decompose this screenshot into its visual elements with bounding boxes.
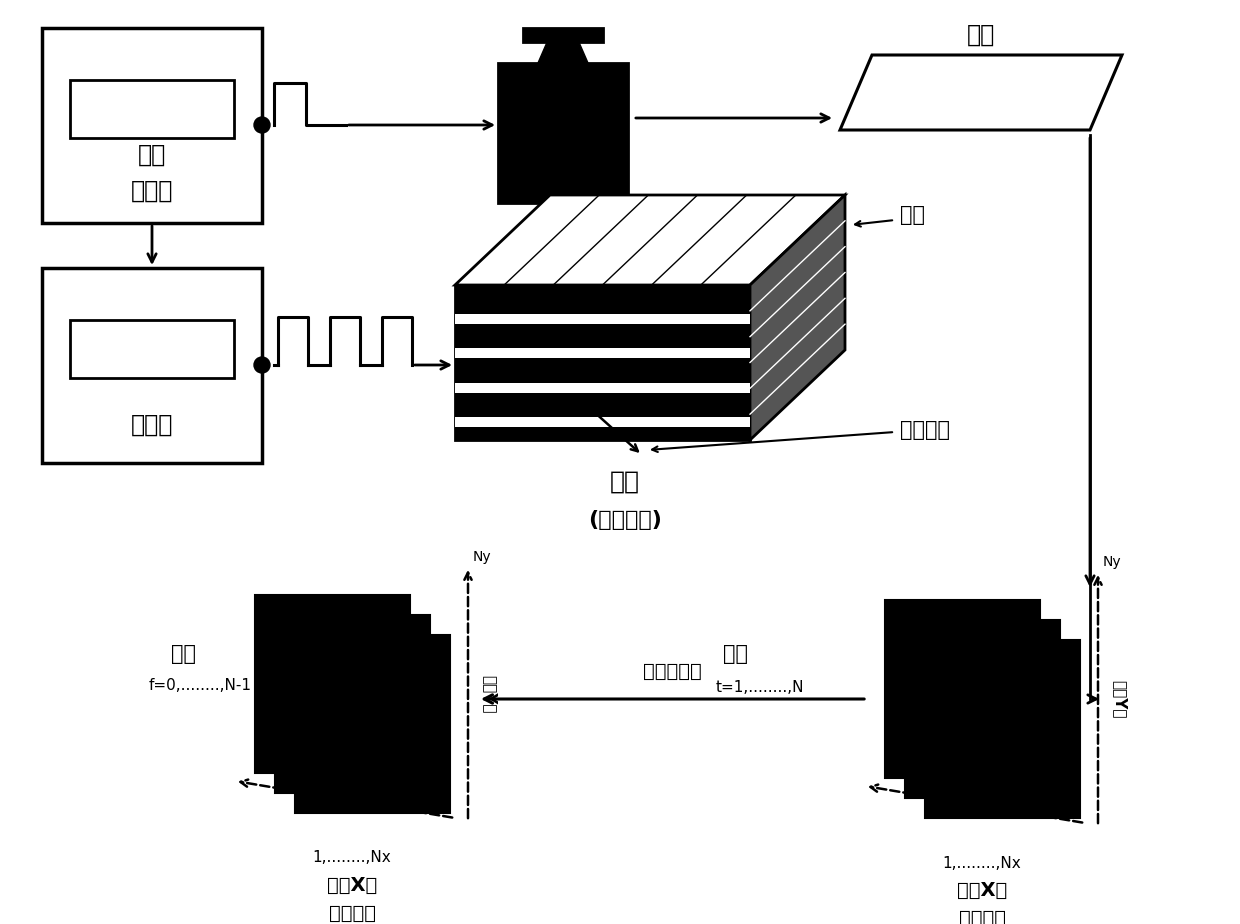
Text: 空间时域: 空间时域: [959, 908, 1006, 924]
Text: 激励源: 激励源: [130, 413, 174, 437]
Bar: [42, 28, 262, 223]
Text: 空间Y轴: 空间Y轴: [1112, 680, 1127, 718]
Polygon shape: [455, 314, 750, 324]
Bar: [69, 320, 234, 378]
Text: f=0,........,N-1: f=0,........,N-1: [149, 678, 252, 694]
Text: 脲粨缺陷: 脲粨缺陷: [900, 420, 950, 440]
Bar: [42, 268, 262, 463]
Text: 光谱: 光谱: [171, 644, 196, 664]
Text: 空间Y轴: 空间Y轴: [482, 675, 497, 713]
Text: 空间X轴: 空间X轴: [957, 881, 1007, 899]
Polygon shape: [295, 635, 450, 813]
Text: 瞬态: 瞬态: [723, 644, 748, 664]
Text: 1,........,Nx: 1,........,Nx: [942, 856, 1022, 870]
Polygon shape: [839, 55, 1122, 130]
Text: t=1,........,N: t=1,........,N: [715, 679, 805, 695]
Polygon shape: [455, 417, 750, 427]
Text: 线圈: 线圈: [900, 205, 925, 225]
Bar: [523, 28, 603, 42]
Circle shape: [254, 117, 270, 133]
Text: Ny: Ny: [472, 550, 491, 564]
Text: 空间X轴: 空间X轴: [327, 876, 377, 894]
Polygon shape: [275, 615, 430, 793]
Polygon shape: [255, 595, 410, 773]
Text: 空间频域: 空间频域: [329, 904, 376, 922]
Polygon shape: [905, 620, 1060, 798]
Text: 试件: 试件: [610, 470, 640, 494]
Bar: [498, 63, 627, 203]
Text: 电脑: 电脑: [967, 23, 996, 47]
Text: 激励源: 激励源: [130, 179, 174, 203]
Polygon shape: [885, 600, 1040, 778]
Bar: [69, 80, 234, 138]
Polygon shape: [538, 40, 588, 63]
Text: (内部缺陷): (内部缺陷): [588, 510, 662, 530]
Text: 傅里叶分析: 傅里叶分析: [642, 662, 702, 680]
Circle shape: [254, 357, 270, 373]
Polygon shape: [455, 195, 844, 285]
Polygon shape: [455, 383, 750, 393]
Polygon shape: [750, 195, 844, 440]
Text: 信号: 信号: [138, 143, 166, 167]
Text: 1,........,Nx: 1,........,Nx: [312, 850, 392, 866]
Polygon shape: [455, 285, 750, 440]
Polygon shape: [925, 640, 1080, 818]
Polygon shape: [455, 348, 750, 358]
Text: Ny: Ny: [1104, 555, 1122, 569]
